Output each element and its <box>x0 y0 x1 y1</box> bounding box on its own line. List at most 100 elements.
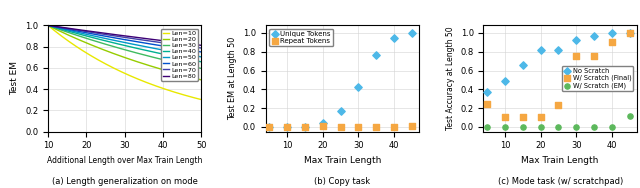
Unique Tokens <box>353 86 364 89</box>
Len=30 <box>51 27 58 29</box>
Line: Len=30: Len=30 <box>48 25 202 68</box>
Len=10 <box>184 95 192 97</box>
Len=60 <box>44 24 52 27</box>
Len=10 <box>73 45 81 48</box>
Repeat Tokens <box>389 125 399 128</box>
Len=80 <box>44 24 52 27</box>
Len=30 <box>53 27 61 30</box>
Repeat Tokens <box>300 125 310 128</box>
Len=60 <box>73 30 81 32</box>
Y-axis label: Test Accuracy at Length 50: Test Accuracy at Length 50 <box>446 27 455 130</box>
Len=80 <box>53 26 61 28</box>
W/ Scratch (EM) <box>518 125 528 128</box>
Len=20 <box>85 43 93 45</box>
Len=30 <box>198 67 205 70</box>
X-axis label: Max Train Length: Max Train Length <box>522 156 599 165</box>
W/ Scratch (EM) <box>536 125 546 128</box>
Len=40 <box>53 27 61 29</box>
Unique Tokens <box>407 31 417 34</box>
Len=80 <box>51 25 58 27</box>
Len=50 <box>190 55 198 57</box>
Len=20 <box>184 76 192 78</box>
No Scratch <box>571 39 581 42</box>
Len=60 <box>51 26 58 28</box>
No Scratch <box>482 91 492 94</box>
Line: Len=80: Len=80 <box>48 25 202 45</box>
Len=80 <box>184 43 192 45</box>
Repeat Tokens <box>282 125 292 128</box>
Len=10 <box>85 53 93 56</box>
Len=50 <box>198 56 205 58</box>
Len=70 <box>53 26 61 28</box>
W/ Scratch (EM) <box>482 125 492 128</box>
Unique Tokens <box>371 54 381 57</box>
Len=40 <box>190 59 198 61</box>
Len=30 <box>190 66 198 68</box>
Len=20 <box>53 29 61 31</box>
W/ Scratch (EM) <box>553 125 563 128</box>
X-axis label: Max Train Length: Max Train Length <box>304 156 381 165</box>
Len=20 <box>44 24 52 27</box>
Len=50 <box>44 24 52 27</box>
No Scratch <box>518 63 528 66</box>
Len=40 <box>51 26 58 28</box>
Line: Len=40: Len=40 <box>48 25 202 62</box>
Legend: Len=10, Len=20, Len=30, Len=40, Len=50, Len=60, Len=70, Len=80: Len=10, Len=20, Len=30, Len=40, Len=50, … <box>161 29 198 81</box>
Line: Len=20: Len=20 <box>48 25 202 80</box>
Line: Len=10: Len=10 <box>48 25 202 100</box>
Len=80 <box>190 43 198 45</box>
Line: Len=50: Len=50 <box>48 25 202 57</box>
W/ Scratch (Final) <box>571 55 581 58</box>
W/ Scratch (EM) <box>571 125 581 128</box>
Unique Tokens <box>317 122 328 125</box>
Unique Tokens <box>335 109 346 112</box>
Repeat Tokens <box>335 125 346 128</box>
Len=40 <box>184 58 192 60</box>
Unique Tokens <box>264 125 275 128</box>
Len=80 <box>198 44 205 46</box>
Len=50 <box>184 54 192 56</box>
Len=70 <box>190 46 198 48</box>
Legend: Unique Tokens, Repeat Tokens: Unique Tokens, Repeat Tokens <box>269 29 333 46</box>
Len=60 <box>184 49 192 51</box>
Repeat Tokens <box>264 125 275 128</box>
No Scratch <box>589 34 599 37</box>
X-axis label: Additional Length over Max Train Length: Additional Length over Max Train Length <box>47 156 202 165</box>
Len=60 <box>85 32 93 34</box>
No Scratch <box>536 48 546 51</box>
Line: Len=60: Len=60 <box>48 25 202 52</box>
Len=10 <box>53 32 61 34</box>
Len=60 <box>53 26 61 28</box>
Len=20 <box>198 79 205 81</box>
Len=10 <box>198 99 205 101</box>
Y-axis label: Test EM: Test EM <box>10 61 19 96</box>
Len=30 <box>44 24 52 27</box>
W/ Scratch (Final) <box>500 115 510 118</box>
Repeat Tokens <box>353 125 364 128</box>
W/ Scratch (EM) <box>589 125 599 128</box>
Repeat Tokens <box>407 124 417 127</box>
Len=10 <box>44 24 52 27</box>
Len=70 <box>51 25 58 27</box>
Y-axis label: Test EM at Length 50: Test EM at Length 50 <box>228 37 237 120</box>
Len=30 <box>184 64 192 67</box>
W/ Scratch (EM) <box>625 114 635 117</box>
Len=70 <box>184 45 192 47</box>
Len=10 <box>190 96 198 99</box>
Unique Tokens <box>389 36 399 39</box>
Len=70 <box>73 29 81 31</box>
Len=70 <box>85 31 93 33</box>
Len=80 <box>73 28 81 30</box>
Repeat Tokens <box>371 125 381 128</box>
Unique Tokens <box>300 125 310 128</box>
Len=40 <box>198 61 205 63</box>
Text: (c) Mode task (w/ scratchpad): (c) Mode task (w/ scratchpad) <box>497 177 623 186</box>
Len=70 <box>44 24 52 27</box>
No Scratch <box>625 31 635 34</box>
Len=10 <box>51 29 58 32</box>
W/ Scratch (Final) <box>482 103 492 106</box>
No Scratch <box>607 31 617 34</box>
Len=30 <box>85 38 93 40</box>
Len=40 <box>44 24 52 27</box>
W/ Scratch (EM) <box>607 125 617 128</box>
